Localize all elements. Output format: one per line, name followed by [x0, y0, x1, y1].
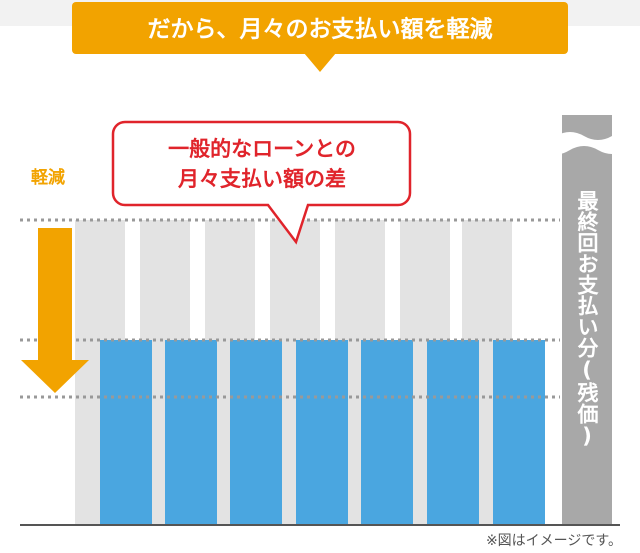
blue-bar — [361, 340, 413, 525]
arrow-shaft — [38, 228, 72, 362]
arrow-head — [21, 360, 89, 393]
arrow-label: 軽減 — [31, 167, 65, 188]
blue-bars — [100, 340, 545, 525]
banner-text: だから、月々のお支払い額を軽減 — [148, 16, 493, 43]
callout-line: 月々支払い額の差 — [177, 167, 346, 191]
blue-bar — [165, 340, 217, 525]
dotted-lines — [20, 218, 560, 399]
final-bar — [562, 115, 612, 525]
banner-pointer — [304, 53, 336, 72]
blue-bar — [493, 340, 545, 525]
callout-bubble — [111, 120, 412, 245]
note: ※図はイメージです。 — [486, 533, 622, 549]
blue-bar — [230, 340, 282, 525]
final-payment-label: 最終回お支払い分(残価) — [575, 190, 600, 448]
blue-bar — [427, 340, 479, 525]
blue-bar — [296, 340, 348, 525]
blue-bar — [100, 340, 152, 525]
banner-box — [72, 2, 568, 54]
callout-line: 一般的なローンとの — [168, 137, 356, 161]
wave-break — [556, 132, 626, 154]
